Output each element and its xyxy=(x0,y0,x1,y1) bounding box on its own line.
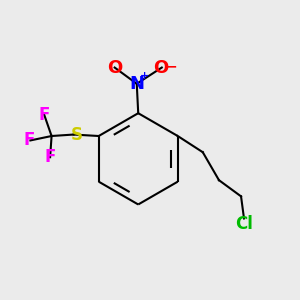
Text: F: F xyxy=(38,106,50,124)
Text: O: O xyxy=(107,58,122,76)
Text: −: − xyxy=(166,59,177,73)
Text: +: + xyxy=(140,71,150,81)
Text: O: O xyxy=(153,58,168,76)
Text: F: F xyxy=(44,148,56,166)
Text: Cl: Cl xyxy=(235,215,253,233)
Text: F: F xyxy=(23,131,34,149)
Text: N: N xyxy=(129,75,144,93)
Text: S: S xyxy=(71,125,83,143)
